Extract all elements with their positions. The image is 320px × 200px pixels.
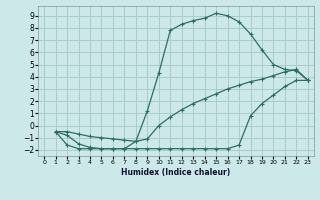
X-axis label: Humidex (Indice chaleur): Humidex (Indice chaleur) <box>121 168 231 177</box>
